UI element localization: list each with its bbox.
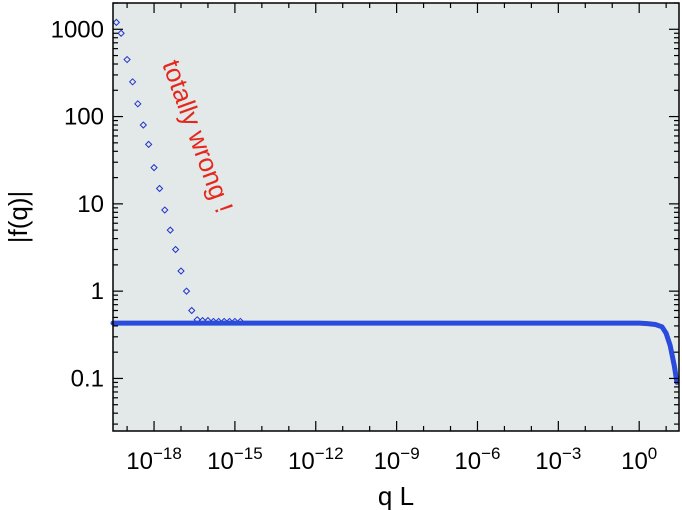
y-tick-label: 1 (91, 278, 104, 305)
x-tick-label: 100 (621, 444, 657, 475)
data-point-diamond (150, 163, 158, 172)
y-tick-label: 1000 (51, 16, 104, 43)
data-point-diamond (188, 306, 196, 315)
x-tick-label: 10−3 (535, 444, 581, 475)
data-point-diamond (182, 287, 191, 295)
x-tick-label: 10−9 (374, 444, 420, 475)
data-point-diamond (134, 100, 142, 108)
data-point-diamond (123, 55, 131, 64)
data-point-diamond (144, 140, 153, 149)
data-layer (110, 18, 680, 385)
data-point-diamond (117, 29, 125, 37)
data-point-diamond (166, 226, 174, 234)
data-point-diamond (177, 267, 185, 275)
x-axis-title: q L (378, 481, 414, 510)
data-point-diamond (112, 18, 121, 27)
y-tick-label: 100 (64, 104, 104, 131)
x-tick-label: 10−6 (454, 444, 500, 475)
y-tick-label: 10 (77, 191, 104, 218)
axis-ticks: 10−18 10−15 10−12 10−9 10−6 10−3 100 0.1 1 10 100 1… (51, 2, 679, 475)
plot-area (113, 3, 679, 431)
data-point-diamond (139, 121, 148, 129)
x-tick-label: 10−18 (126, 444, 182, 475)
x-tick-label: 10−15 (207, 444, 263, 475)
y-axis-title: |f(q)| (3, 191, 33, 244)
y-tick-label: 0.1 (71, 365, 104, 392)
series-line (110, 320, 680, 385)
data-point-diamond (171, 245, 180, 254)
data-point-diamond (128, 78, 137, 86)
data-point-diamond (155, 184, 164, 193)
x-tick-label: 10−12 (288, 444, 344, 475)
data-point-diamond (161, 206, 169, 214)
